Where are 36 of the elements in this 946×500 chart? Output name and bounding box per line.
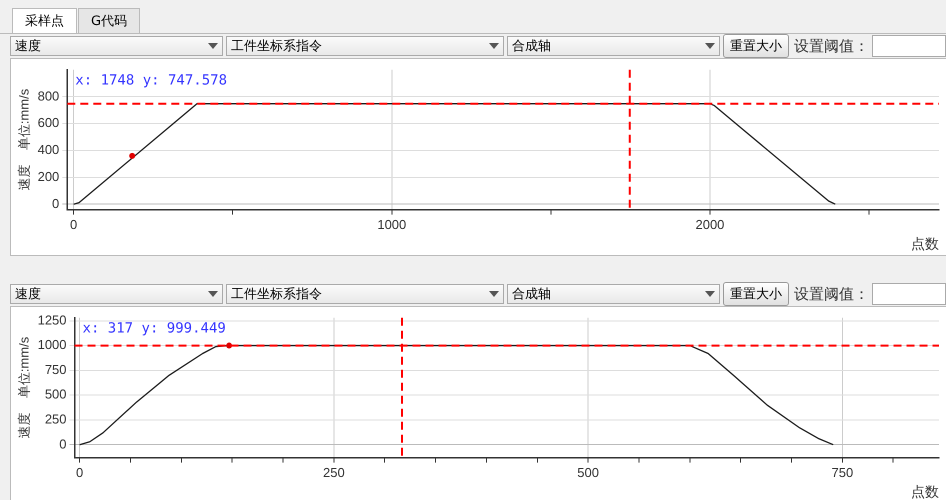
y-axis-title: 速度 单位:mm/s [16, 88, 32, 191]
x-tick-label: 2000 [695, 216, 724, 232]
y-tick-label: 250 [44, 412, 67, 426]
x-tick-label: 1000 [377, 216, 406, 232]
y-tick-label: 0 [59, 436, 67, 452]
y-tick-label: 500 [44, 386, 67, 402]
y-tick-label: 600 [38, 115, 60, 130]
y-tick-label: 200 [38, 168, 60, 184]
x-axis-title: 点数 [911, 483, 939, 500]
y-tick-label: 800 [38, 88, 60, 104]
x-tick-label: 500 [577, 464, 599, 480]
y-tick-label: 1000 [38, 337, 67, 352]
y-tick-label: 0 [52, 196, 60, 211]
x-tick-label: 0 [70, 216, 78, 232]
x-axis-title: 点数 [911, 235, 939, 252]
y-tick-label: 400 [38, 142, 60, 158]
x-tick-label: 0 [76, 464, 84, 480]
text: 速度 [15, 38, 41, 55]
y-tick-label: 1250 [38, 312, 67, 328]
text: 合成轴 [512, 286, 551, 303]
text: 工件坐标系指令 [231, 286, 322, 303]
text: 设置阈值： [794, 284, 869, 304]
text: G代码 [78, 8, 140, 33]
x-tick-label: 250 [323, 464, 345, 480]
x-tick-label: 750 [832, 464, 854, 480]
text: 重置大小 [723, 34, 789, 58]
y-axis-title: 速度 单位:mm/s [16, 336, 32, 439]
annotation: x: 1748 y: 747.578 [75, 72, 228, 88]
text: 工件坐标系指令 [231, 38, 322, 55]
text: 速度 [15, 286, 41, 303]
text: 重置大小 [723, 282, 789, 306]
annotation: x: 317 y: 999.449 [82, 320, 226, 336]
y-tick-label: 750 [44, 362, 67, 377]
text: 设置阈值： [794, 36, 869, 56]
text: 合成轴 [512, 38, 551, 55]
text: 采样点 [12, 8, 77, 33]
